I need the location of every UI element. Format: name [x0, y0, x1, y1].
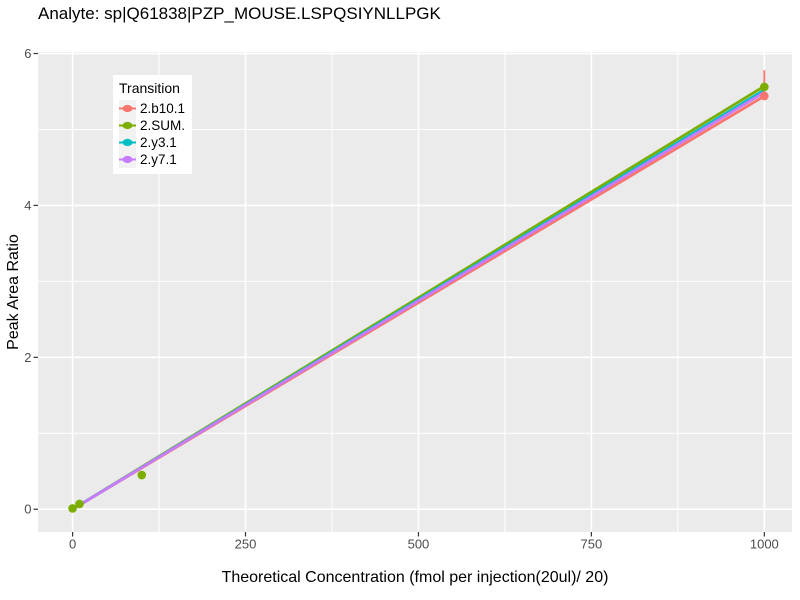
y-tick-label: 6: [24, 46, 31, 61]
x-tick-label: 750: [581, 537, 603, 552]
x-tick-label: 1000: [750, 537, 779, 552]
x-tick-label: 500: [408, 537, 430, 552]
legend-items: 2.b10.1 2.SUM. 2.y3.1 2.y7.1: [119, 100, 185, 168]
data-point-2.SUM.: [760, 82, 769, 92]
legend-key-icon: [119, 117, 136, 134]
series-line-2.y7.1: [71, 91, 766, 511]
legend-label: 2.y3.1: [140, 135, 177, 150]
legend-entry-2.y3.1: 2.y3.1: [119, 134, 185, 151]
x-axis-title: Theoretical Concentration (fmol per inje…: [221, 569, 609, 586]
legend-title: Transition: [119, 80, 180, 96]
legend-key-icon: [119, 100, 136, 117]
legend-entry-2.SUM.: 2.SUM.: [119, 117, 185, 134]
data-point-2.b10.1: [760, 91, 769, 101]
y-tick-label: 2: [24, 350, 31, 365]
legend-entry-2.b10.1: 2.b10.1: [119, 100, 185, 117]
x-tick-label: 250: [235, 537, 257, 552]
legend-key-icon: [119, 151, 136, 168]
x-tick-label: 0: [69, 537, 76, 552]
legend-key-icon: [119, 134, 136, 151]
legend-label: 2.b10.1: [140, 101, 186, 116]
y-tick-label: 4: [24, 198, 31, 213]
y-tick-label: 0: [24, 502, 31, 517]
legend: Transition 2.b10.1 2.SUM. 2.y3.1 2.y7.1: [113, 75, 193, 174]
data-point-2.SUM.: [68, 504, 77, 513]
legend-label: 2.SUM.: [140, 118, 186, 133]
legend-label: 2.y7.1: [140, 152, 177, 167]
data-point-2.SUM.: [75, 499, 84, 509]
data-point-2.SUM.: [137, 470, 147, 480]
legend-entry-2.y7.1: 2.y7.1: [119, 151, 185, 168]
plot-title: Analyte: sp|Q61838|PZP_MOUSE.LSPQSIYNLLP…: [38, 4, 441, 23]
